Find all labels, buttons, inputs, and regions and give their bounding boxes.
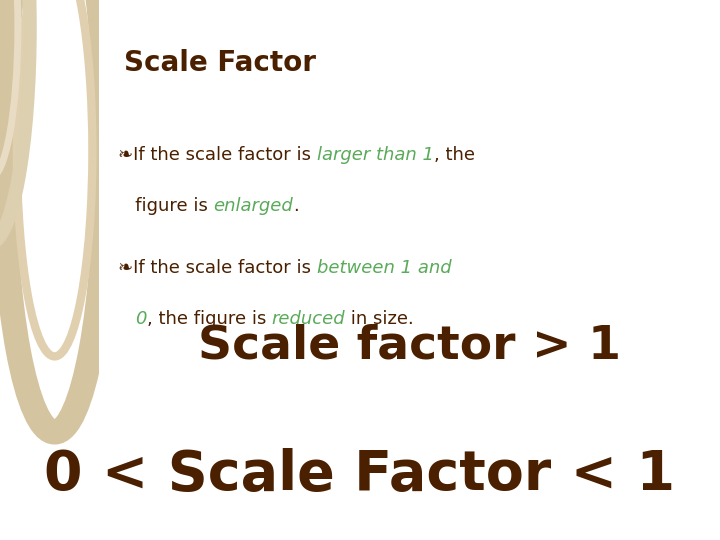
Text: Scale factor > 1: Scale factor > 1 bbox=[198, 323, 621, 368]
Text: 0 < Scale Factor < 1: 0 < Scale Factor < 1 bbox=[45, 448, 675, 502]
Text: in size.: in size. bbox=[346, 310, 414, 328]
Text: Scale Factor: Scale Factor bbox=[124, 49, 316, 77]
Text: 0: 0 bbox=[135, 310, 147, 328]
Text: , the: , the bbox=[433, 146, 474, 164]
Text: .: . bbox=[293, 197, 299, 215]
Text: ❧If the scale factor is: ❧If the scale factor is bbox=[118, 146, 317, 164]
Text: enlarged: enlarged bbox=[214, 197, 293, 215]
Text: ❧If the scale factor is: ❧If the scale factor is bbox=[118, 259, 317, 277]
Text: between 1 and: between 1 and bbox=[317, 259, 451, 277]
Text: larger than 1: larger than 1 bbox=[317, 146, 433, 164]
Text: , the figure is: , the figure is bbox=[147, 310, 272, 328]
Text: figure is: figure is bbox=[118, 197, 214, 215]
Text: reduced: reduced bbox=[272, 310, 346, 328]
